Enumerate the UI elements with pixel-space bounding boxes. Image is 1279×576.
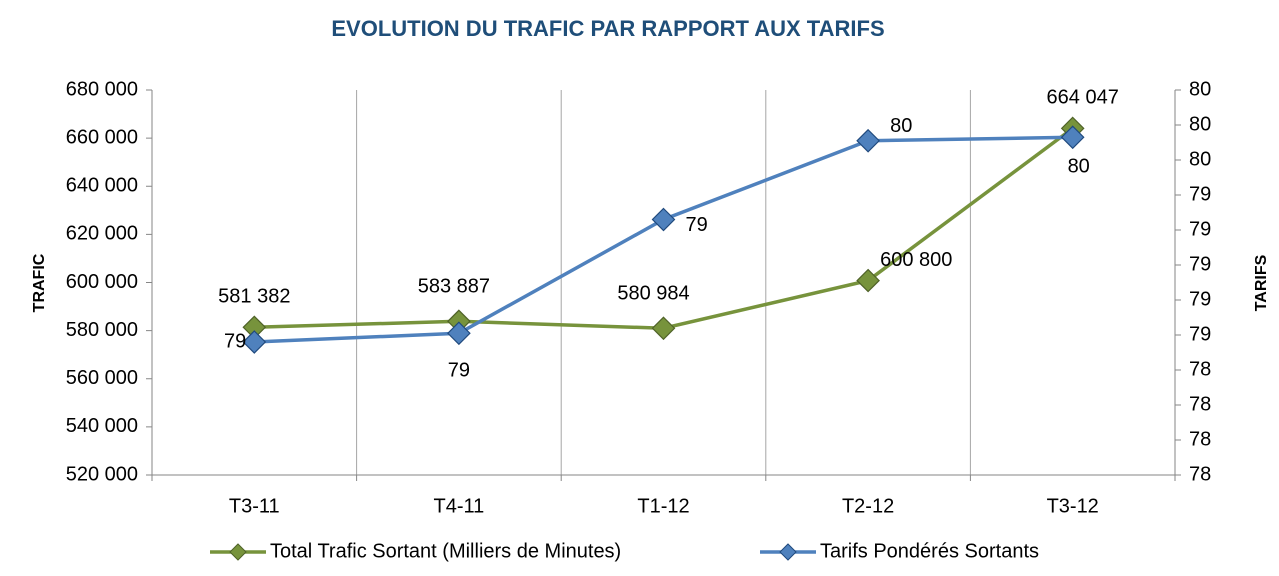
data-label: 664 047	[1047, 87, 1119, 109]
y2-tick-label: 80	[1189, 148, 1211, 170]
data-label: 79	[686, 214, 708, 236]
data-label: 600 800	[880, 249, 952, 271]
y2-tick-label: 78	[1189, 393, 1211, 415]
y-tick-label: 660 000	[66, 126, 138, 148]
data-label: 80	[890, 115, 912, 137]
y-tick-label: 680 000	[66, 78, 138, 100]
x-tick-label: T2-12	[842, 495, 894, 517]
y-tick-label: 520 000	[66, 463, 138, 485]
data-label: 80	[1068, 156, 1090, 178]
y2-tick-label: 78	[1189, 358, 1211, 380]
marker	[651, 207, 676, 232]
y-tick-label: 540 000	[66, 415, 138, 437]
y2-tick-label: 79	[1189, 253, 1211, 275]
y-axis-title: TRAFIC	[31, 253, 48, 312]
marker	[856, 268, 880, 293]
y-tick-label: 580 000	[66, 319, 138, 341]
y2-tick-label: 79	[1189, 288, 1211, 310]
y2-tick-label: 79	[1189, 183, 1211, 205]
legend-label: Tarifs Pondérés Sortants	[820, 540, 1039, 562]
legend-label: Total Trafic Sortant (Milliers de Minute…	[270, 540, 621, 562]
marker	[242, 330, 267, 354]
y-tick-label: 560 000	[66, 367, 138, 389]
legend-marker	[779, 543, 797, 561]
y2-tick-label: 78	[1189, 463, 1211, 485]
y2-tick-label: 79	[1189, 218, 1211, 240]
chart-title: EVOLUTION DU TRAFIC PAR RAPPORT AUX TARI…	[331, 16, 884, 41]
data-label: 581 382	[218, 286, 290, 308]
series-line	[254, 135, 1073, 344]
y2-tick-label: 79	[1189, 323, 1211, 345]
legend-marker	[229, 543, 247, 561]
marker	[651, 316, 676, 341]
marker	[856, 128, 880, 153]
x-tick-label: T3-11	[229, 495, 280, 517]
y2-tick-label: 78	[1189, 428, 1211, 450]
x-tick-label: T4-11	[434, 495, 485, 517]
marker	[447, 321, 471, 346]
x-tick-label: T1-12	[637, 495, 689, 517]
y-tick-label: 600 000	[66, 271, 138, 293]
y2-tick-label: 80	[1189, 78, 1211, 100]
x-tick-label: T3-12	[1047, 495, 1099, 517]
y2-axis-title: TARIFS	[1253, 254, 1270, 311]
data-label: 580 984	[617, 283, 689, 305]
data-label: 583 887	[418, 276, 490, 298]
data-label: 79	[448, 360, 470, 382]
y-tick-label: 640 000	[66, 175, 138, 197]
marker	[1060, 125, 1085, 150]
y-tick-label: 620 000	[66, 223, 138, 245]
data-label: 79	[224, 330, 246, 352]
y2-tick-label: 80	[1189, 113, 1211, 135]
